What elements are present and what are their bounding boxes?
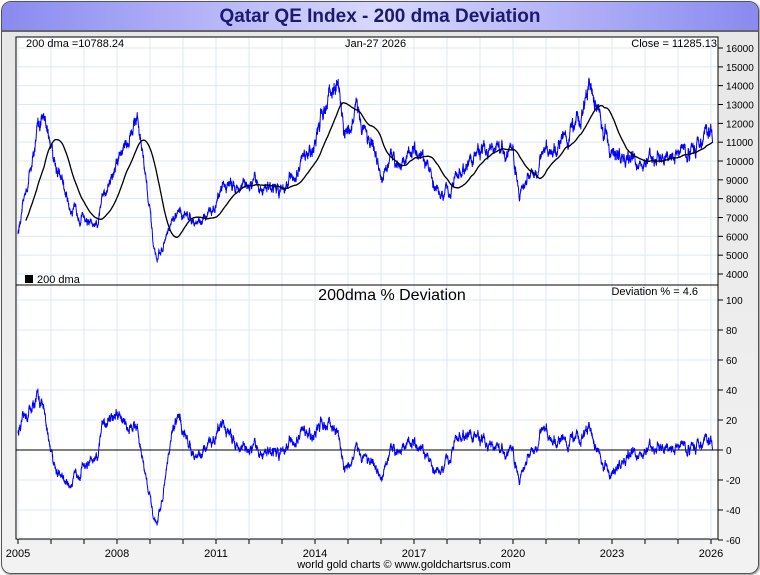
x-tick-label: 2014 (303, 548, 327, 560)
legend-dma-swatch (25, 275, 33, 283)
deviation-value-label: Deviation % = 4.6 (611, 286, 698, 298)
x-tick-label: 2020 (501, 548, 525, 560)
y-tick-label-deviation: 20 (726, 416, 738, 427)
y-tick-label-price: 9000 (726, 176, 749, 187)
y-tick-label-price: 16000 (726, 44, 754, 55)
y-tick-label-price: 14000 (726, 82, 754, 93)
y-tick-label-deviation: 40 (726, 386, 738, 397)
deviation-title: 200dma % Deviation (318, 287, 466, 304)
y-tick-label-deviation: -20 (726, 476, 741, 487)
date-label: Jan-27 2026 (345, 38, 406, 50)
y-tick-label-deviation: 100 (726, 296, 743, 307)
y-tick-label-price: 4000 (726, 270, 749, 281)
y-tick-label-price: 10000 (726, 157, 754, 168)
chart-title: Qatar QE Index - 200 dma Deviation (2, 2, 758, 32)
dma-value-label: 200 dma =10788.24 (26, 38, 124, 50)
deviation-series (17, 388, 714, 527)
x-tick-label: 2011 (204, 548, 228, 560)
y-tick-label-price: 11000 (726, 138, 754, 149)
dma-series (25, 102, 713, 238)
y-tick-label-deviation: 80 (726, 326, 738, 337)
y-tick-label-price: 7000 (726, 214, 749, 225)
price-series (17, 77, 714, 264)
x-tick-label: 2017 (402, 548, 426, 560)
x-tick-label: 2026 (699, 548, 723, 560)
close-label: Close = 11285.13 (631, 38, 717, 50)
x-tick-label: 2005 (6, 548, 30, 560)
x-tick-label: 2023 (600, 548, 624, 560)
y-tick-label-price: 13000 (726, 101, 754, 112)
y-tick-label-price: 12000 (726, 119, 754, 130)
x-tick-label: 2008 (105, 548, 129, 560)
y-tick-label-price: 6000 (726, 232, 749, 243)
y-tick-label-deviation: -40 (726, 506, 741, 517)
y-tick-label-deviation: 0 (726, 446, 732, 457)
y-tick-label-price: 8000 (726, 195, 749, 206)
y-tick-label-deviation: 60 (726, 356, 738, 367)
y-tick-label-price: 5000 (726, 251, 749, 262)
footer-credit: world gold charts © www.goldchartsrus.co… (296, 559, 511, 571)
legend-dma-label: 200 dma (37, 274, 81, 286)
y-tick-label-price: 15000 (726, 63, 754, 74)
y-tick-label-deviation: -60 (726, 536, 741, 547)
